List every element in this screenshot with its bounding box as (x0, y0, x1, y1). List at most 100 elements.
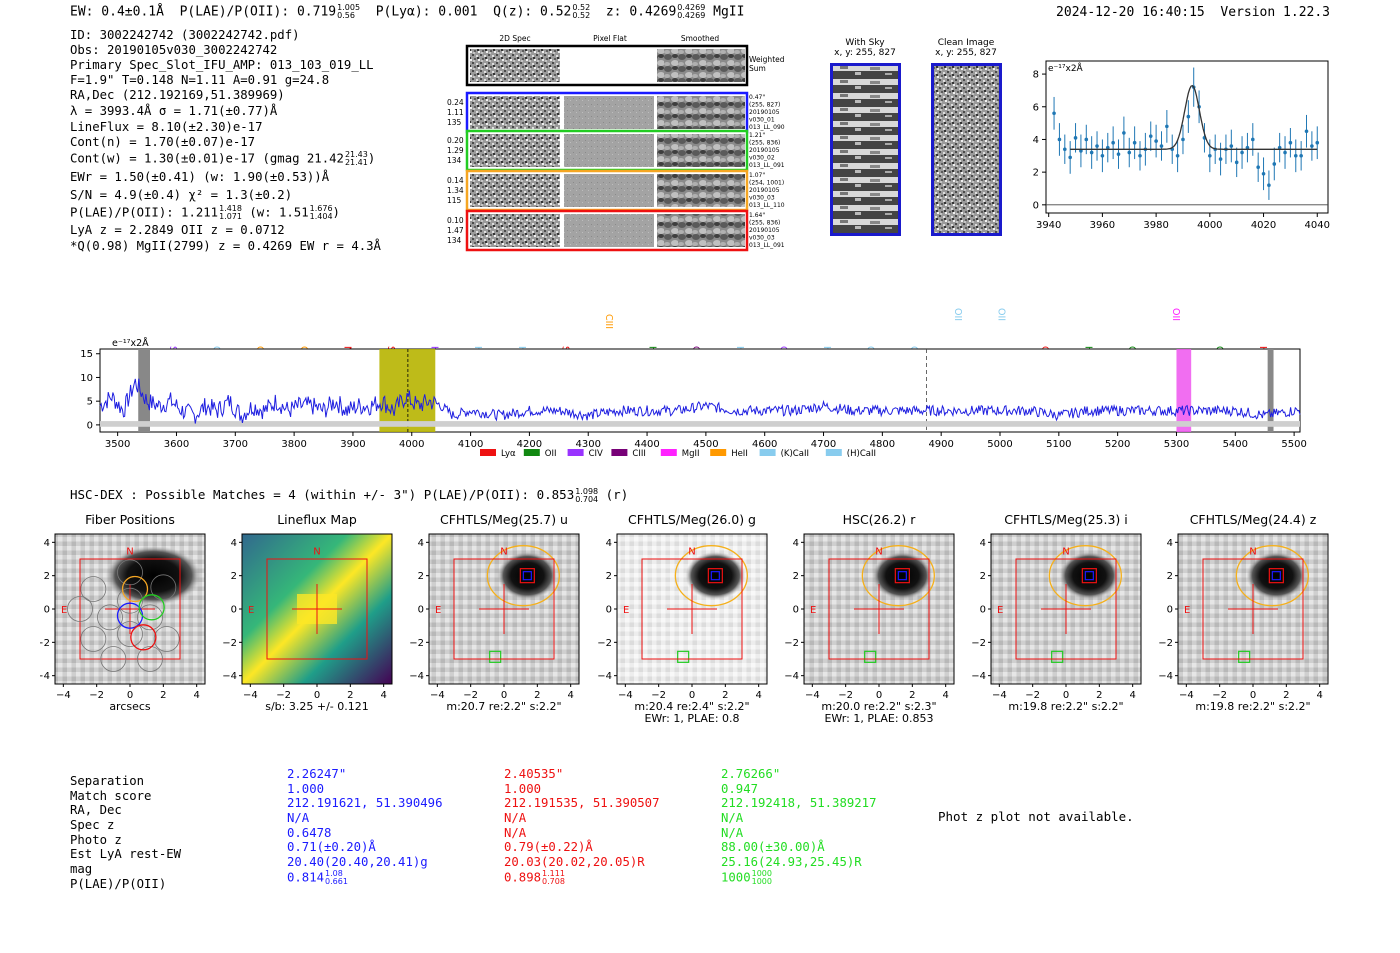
cutout-row-value: 1.47 (447, 226, 464, 235)
aperture-ellipse (1048, 545, 1122, 607)
cutout-row-meta: v030_01 (749, 117, 775, 124)
panel-y-tick-label: 4 (231, 538, 237, 549)
panel-y-tick-label: −2 (222, 638, 237, 649)
east-label: E (61, 605, 67, 616)
aperture-ellipse (486, 545, 560, 607)
panel-x-tick-label: −4 (1179, 690, 1194, 701)
panel-y-tick-label: −4 (971, 671, 986, 682)
legend-label: CIII (632, 449, 645, 459)
match-marker-blue (897, 571, 907, 581)
legend-label: Lyα (501, 449, 516, 459)
panel-title: CFHTLS/Meg(24.4) z (1190, 512, 1317, 527)
image-panel: CFHTLS/Meg(26.0) gNE−4 −2 0 2 4420−2−4m:20.4… (597, 512, 768, 725)
panel-title: CFHTLS/Meg(25.3) i (1004, 512, 1128, 527)
match2-separation: 2.40535" (504, 767, 564, 781)
match-marker-green (1238, 650, 1251, 663)
line-fit-point (1267, 183, 1271, 188)
spectrum-x-tick-label: 4000 (399, 439, 424, 450)
east-label: E (997, 605, 1003, 616)
spectrum-x-tick-label: 4200 (517, 439, 542, 450)
spectrum-flux-line (99, 378, 1301, 424)
line-fit-point (1165, 124, 1169, 129)
panel-y-tick-label: 4 (606, 538, 612, 549)
line-fit-axes (1045, 60, 1329, 214)
header-ew: EW: 0.4±0.1Å (70, 4, 164, 20)
line-fit-x-tick-label: 3980 (1143, 220, 1168, 231)
line-fit-point (1052, 111, 1056, 116)
fiber-highlight (138, 594, 165, 621)
image-panel: CFHTLS/Meg(25.3) iNE−4 −2 0 2 4420−2−4m:19.8… (971, 512, 1142, 713)
line-fit-point (1208, 153, 1212, 158)
spectrum-y-tick-label: 10 (80, 373, 93, 384)
east-label: E (435, 605, 441, 616)
fiber-circle (153, 626, 180, 652)
line-fit-point (1245, 145, 1250, 150)
with-sky-xy: x, y: 255, 827 (834, 48, 896, 58)
match-marker-red (707, 568, 723, 584)
col-2d-spec-label: 2D Spec (499, 34, 530, 43)
line-fit-point (1293, 153, 1298, 158)
clean-image (931, 63, 1002, 236)
spectrum-y-tick-label: 0 (87, 420, 93, 431)
cutout-pixel-flat (564, 214, 654, 247)
line-fit-point (1277, 145, 1282, 150)
panel-y-tick-label: −4 (222, 671, 237, 682)
line-fit-point (1256, 165, 1260, 170)
weighted-label: Weighted (749, 55, 785, 64)
with-sky-image (830, 63, 901, 236)
line-fit-point (1299, 153, 1303, 158)
legend-swatch (480, 449, 496, 456)
spectrum-x-tick-label: 3600 (164, 439, 189, 450)
info-plae: P(LAE)/P(OII): 1.211 1.418 1.071 (w: 1.51 1… (70, 204, 340, 221)
fiber-circle (137, 604, 163, 631)
cutout-row-meta: (255, 836) (749, 140, 780, 147)
line-fit-x-tick-label: 4020 (1251, 220, 1276, 231)
info-radec: RA,Dec (212.192169,51.389969) (70, 88, 285, 102)
cutout-row-meta: 1.07" (749, 172, 765, 179)
spectrum-x-tick-label: 5300 (1164, 439, 1189, 450)
line-fit-gaussian (1070, 84, 1318, 150)
label-photo-z: Photo z (70, 832, 122, 847)
search-box (453, 558, 555, 660)
panel-caption: m:20.7 re:2.2" s:2.2" (446, 700, 561, 713)
emission-line-label: OII (952, 308, 963, 321)
panel-x-tick-label: 0 (1250, 690, 1256, 701)
panel-x-tick-label: 0 (127, 690, 133, 701)
label-match-score: Match score (70, 788, 152, 803)
line-fit-y-tick-label: 2 (1033, 168, 1039, 179)
line-fit-point (1261, 171, 1266, 176)
header-plya: P(Lyα): 0.001 (375, 4, 478, 20)
panel-x-tick-label: −2 (89, 690, 104, 701)
north-label: N (875, 546, 882, 557)
emission-line-label: OII (1170, 308, 1181, 321)
col-smoothed-label: Smoothed (681, 34, 720, 43)
panel-y-tick-label: 2 (980, 571, 986, 582)
spectrum-x-tick-label: 4100 (458, 439, 483, 450)
panel-title: CFHTLS/Meg(26.0) g (628, 512, 756, 527)
panel-y-tick-label: −2 (409, 638, 424, 649)
cutout-pixel-flat (564, 96, 654, 129)
spectrum-x-tick-label: 4500 (693, 439, 718, 450)
match1-photz: 0.6478 (287, 825, 332, 840)
aperture-ellipse (674, 545, 748, 607)
match-marker-red (1081, 568, 1097, 584)
cutout-row-value: 0.10 (447, 216, 464, 225)
legend-swatch (567, 449, 584, 456)
match1-score: 1.000 (287, 781, 325, 796)
clean-image-label: Clean Image (937, 38, 995, 48)
cutout-row-meta: 0.47" (749, 94, 765, 101)
legend-swatch (660, 449, 677, 456)
cutout-row-meta: 20190105 (749, 227, 780, 234)
panel-y-tick-label: 4 (44, 538, 50, 549)
cutout-row-meta: 20190105 (749, 187, 780, 194)
cutout-row-meta: 013_LL_090 (749, 124, 785, 131)
north-label: N (500, 546, 507, 557)
panel-x-tick-label: 0 (1063, 690, 1069, 701)
panel-y-tick-label: 2 (44, 571, 50, 582)
search-box (828, 558, 930, 660)
spectrum-x-tick-label: 5100 (1046, 439, 1071, 450)
label-lya-ew: Est LyA rest-EW (70, 847, 182, 862)
cutout-row-meta: 1.64" (749, 212, 765, 219)
line-fit-plot: e⁻¹⁷x2Å 3940 3960 3980 4000 4020 4040 0 2 4 6 8 (1033, 60, 1330, 231)
